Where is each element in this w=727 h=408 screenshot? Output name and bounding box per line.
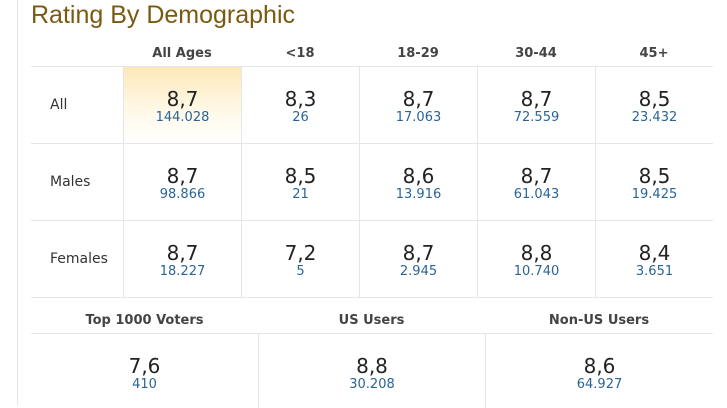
votes-link[interactable]: 13.916 [395,186,442,202]
col-header-under-18: <18 [241,41,359,67]
rating-value: 8,5 [638,86,671,111]
table-cell: 8,7 18.227 [123,221,241,298]
table-cell: 8,6 13.916 [359,144,477,221]
votes-link[interactable]: 10.740 [513,263,560,279]
left-divider [17,0,18,406]
table-cell: 8,5 23.432 [595,67,713,144]
user-group-table: Top 1000 Voters US Users Non-US Users 7,… [31,308,713,408]
table-cell: 8,7 98.866 [123,144,241,221]
group-header-us-users: US Users [258,308,485,334]
rating-value: 8,4 [638,240,671,265]
votes-link[interactable]: 61.043 [513,186,560,202]
votes-link[interactable]: 23.432 [631,109,678,125]
table-cell: 8,7 72.559 [477,67,595,144]
votes-link[interactable]: 5 [296,263,305,279]
rating-value: 8,7 [166,240,199,265]
col-header-45-plus: 45+ [595,41,713,67]
votes-link[interactable]: 19.425 [631,186,678,202]
votes-link[interactable]: 410 [132,376,157,392]
rating-value: 8,7 [520,86,553,111]
row-label-females: Females [31,221,123,298]
votes-link[interactable]: 17.063 [395,109,442,125]
group-cell-non-us-users: 8,6 64.927 [485,334,713,408]
rating-value: 8,7 [402,240,435,265]
rating-value: 8,7 [166,163,199,188]
col-header-all-ages: All Ages [123,41,241,67]
table-cell: 8,3 26 [241,67,359,144]
table-cell: 8,4 3.651 [595,221,713,298]
group-header-top-1000-voters: Top 1000 Voters [31,308,258,334]
row-label-males: Males [31,144,123,221]
table-corner [31,41,123,67]
votes-link[interactable]: 26 [292,109,309,125]
rating-value: 8,5 [638,163,671,188]
table-cell: 8,8 10.740 [477,221,595,298]
votes-link[interactable]: 64.927 [576,376,623,392]
votes-link[interactable]: 98.866 [159,186,206,202]
votes-link[interactable]: 21 [292,186,309,202]
rating-value: 8,5 [284,163,317,188]
rating-value: 8,7 [166,86,199,111]
group-cell-us-users: 8,8 30.208 [258,334,485,408]
votes-link[interactable]: 2.945 [399,263,438,279]
page-title: Rating By Demographic [31,1,296,29]
table-cell: 7,2 5 [241,221,359,298]
rating-value: 8,6 [583,353,616,378]
table-cell: 8,7 61.043 [477,144,595,221]
table-cell: 8,7 144.028 [123,67,241,144]
table-cell: 8,7 17.063 [359,67,477,144]
votes-link[interactable]: 30.208 [349,376,395,392]
table-cell: 8,5 21 [241,144,359,221]
rating-value: 8,6 [402,163,435,188]
votes-link[interactable]: 18.227 [159,263,206,279]
rating-value: 8,8 [520,240,553,265]
votes-link[interactable]: 144.028 [155,109,210,125]
votes-link[interactable]: 72.559 [513,109,560,125]
rating-value: 7,2 [284,240,317,265]
group-header-non-us-users: Non-US Users [485,308,713,334]
rating-value: 8,7 [402,86,435,111]
demographic-table: All Ages <18 18-29 30-44 45+ All 8,7 144… [31,41,713,298]
group-cell-top-1000-voters: 7,6 410 [31,334,258,408]
votes-link[interactable]: 3.651 [635,263,674,279]
col-header-30-44: 30-44 [477,41,595,67]
row-label-all: All [31,67,123,144]
col-header-18-29: 18-29 [359,41,477,67]
rating-value: 8,7 [520,163,553,188]
rating-value: 8,8 [356,353,388,378]
rating-value: 7,6 [128,353,161,378]
table-cell: 8,7 2.945 [359,221,477,298]
rating-value: 8,3 [284,86,317,111]
table-cell: 8,5 19.425 [595,144,713,221]
